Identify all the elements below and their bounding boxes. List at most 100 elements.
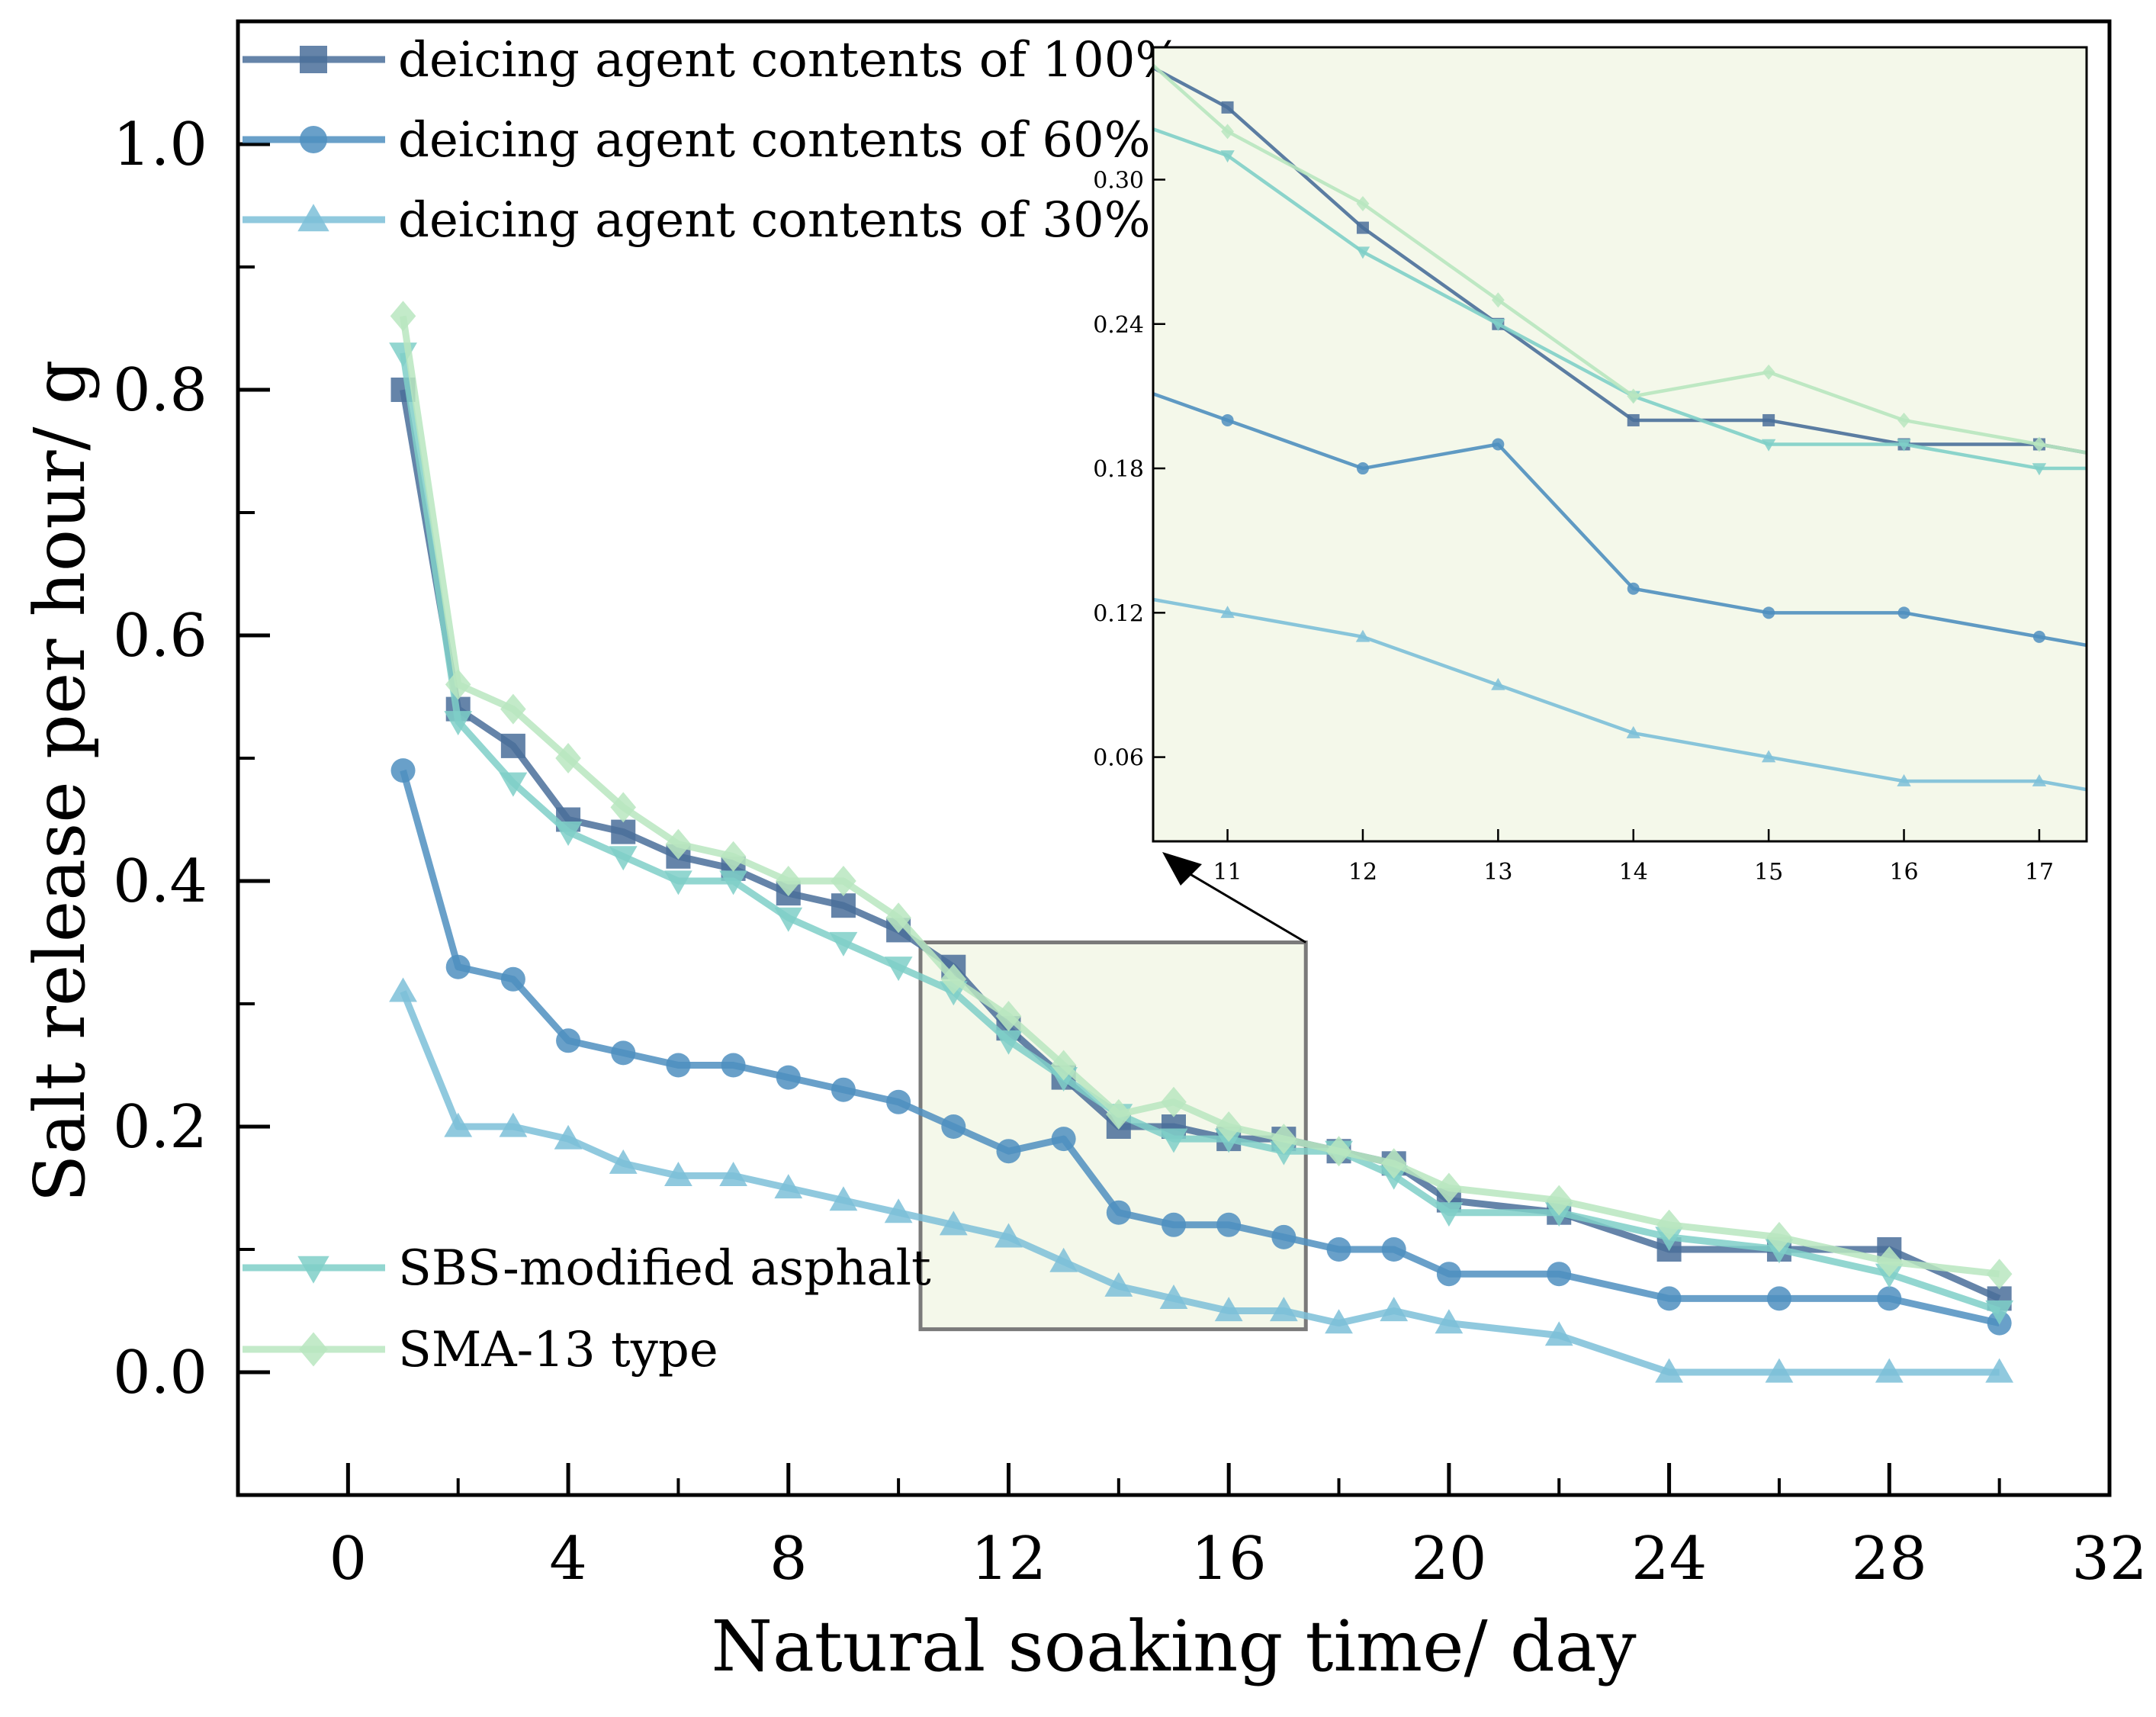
- x-axis-title: Natural soaking time/ day: [711, 1606, 1636, 1687]
- data-point: [940, 963, 967, 995]
- data-point: [996, 1139, 1021, 1164]
- legend-marker: [299, 1332, 328, 1367]
- data-point: [1161, 1086, 1187, 1117]
- data-point: [666, 1053, 691, 1078]
- y-tick-label: 0.4: [113, 847, 207, 916]
- data-point: [1049, 1247, 1078, 1272]
- data-point: [1159, 1128, 1188, 1153]
- data-point: [829, 1186, 858, 1211]
- data-point: [554, 822, 583, 846]
- data-point: [664, 1162, 692, 1186]
- data-point: [1106, 1098, 1132, 1130]
- data-point: [939, 1211, 968, 1236]
- data-point: [664, 870, 692, 895]
- inset-x-tick-label: 17: [2025, 859, 2054, 886]
- data-point: [611, 819, 636, 844]
- inset-series-layer: [1153, 63, 2087, 792]
- inset-data-point: [1356, 221, 1369, 234]
- axis-titles: Natural soaking time/ day Salt release p…: [19, 359, 1637, 1687]
- y-tick-label: 1.0: [113, 111, 207, 179]
- data-point: [831, 1077, 856, 1102]
- y-tick-label: 0.0: [113, 1339, 207, 1407]
- inset-data-point: [1762, 364, 1775, 380]
- legend-marker: [297, 204, 329, 232]
- data-point: [390, 301, 416, 332]
- data-point: [499, 772, 528, 797]
- inset-data-point: [1491, 292, 1505, 308]
- data-point: [1435, 1202, 1464, 1227]
- data-point: [609, 846, 638, 871]
- inset-data-point: [1897, 439, 1911, 452]
- data-point: [1546, 1185, 1573, 1216]
- data-point: [719, 870, 747, 895]
- inset-data-point: [1627, 388, 1640, 404]
- y-tick-label: 0.2: [113, 1093, 207, 1162]
- legend-marker: [297, 1256, 329, 1284]
- x-tick-label: 24: [1631, 1525, 1707, 1593]
- inset-data-point: [2032, 436, 2046, 452]
- data-point: [1765, 1358, 1794, 1383]
- x-tick-label: 0: [329, 1525, 368, 1593]
- legend-label: deicing agent contents of 30%: [398, 192, 1151, 249]
- inset-data-point: [1761, 750, 1776, 763]
- data-point: [555, 743, 581, 773]
- y-tick-label: 0.6: [113, 602, 207, 670]
- data-point: [994, 1223, 1023, 1248]
- data-point: [721, 1053, 746, 1078]
- series-sma-13-type: [390, 301, 2013, 1290]
- data-point: [1985, 1300, 2014, 1325]
- inset-y-tick-label: 0.30: [1093, 168, 1144, 195]
- inset-data-point: [1491, 318, 1505, 331]
- inset-data-point: [1627, 413, 1640, 426]
- inset-y-tick-label: 0.24: [1093, 312, 1144, 339]
- data-point: [941, 1114, 966, 1139]
- x-tick-label: 12: [971, 1525, 1046, 1593]
- data-point: [444, 711, 473, 736]
- data-point: [556, 1028, 581, 1053]
- data-point: [1435, 1309, 1464, 1334]
- inset-data-point: [1356, 196, 1370, 212]
- legend-label: SMA-13 type: [398, 1322, 718, 1378]
- series-deicing-agent-contents-of-60: [390, 758, 2012, 1336]
- legend-label: SBS-modified asphalt: [398, 1240, 931, 1297]
- data-point: [1875, 1358, 1904, 1383]
- legend-bottom: SBS-modified asphalt SMA-13 type: [243, 1240, 931, 1378]
- x-tick-label: 8: [770, 1525, 808, 1593]
- inset-x-tick-label: 11: [1213, 859, 1242, 886]
- data-point: [1547, 1262, 1572, 1287]
- inset-data-point: [1762, 606, 1775, 619]
- inset-data-point: [1356, 462, 1369, 475]
- data-point: [884, 957, 913, 982]
- data-point: [390, 758, 416, 783]
- legend-label: deicing agent contents of 100%: [398, 32, 1181, 88]
- data-point: [886, 1089, 911, 1114]
- data-point: [1162, 1212, 1186, 1237]
- data-point: [994, 1030, 1023, 1055]
- inset-data-point: [1897, 606, 1910, 619]
- data-point: [1655, 1358, 1683, 1383]
- inset-frame: [1152, 46, 2088, 843]
- data-point: [831, 866, 856, 896]
- inset-data-point: [1221, 413, 1234, 426]
- inset-data-point: [1221, 101, 1234, 114]
- data-point: [1214, 1297, 1243, 1322]
- data-point: [445, 669, 471, 700]
- data-point: [995, 1001, 1022, 1032]
- legend-entry-deicing-agent-contents-of-60: deicing agent contents of 60%: [243, 112, 1151, 169]
- data-point: [665, 828, 692, 860]
- data-point: [1216, 1111, 1242, 1142]
- inset-series-sma-13-type: [1153, 63, 2087, 455]
- x-tick-label: 16: [1191, 1525, 1267, 1593]
- data-point: [1216, 1212, 1242, 1237]
- data-point: [774, 907, 803, 932]
- data-point: [445, 954, 471, 979]
- data-point: [1877, 1286, 1902, 1311]
- x-tick-label: 32: [2071, 1525, 2147, 1593]
- data-point: [1159, 1285, 1188, 1309]
- data-point: [1106, 1200, 1131, 1225]
- legend-marker: [300, 126, 327, 153]
- inset-data-point: [1627, 582, 1640, 595]
- inset-data-point: [1220, 150, 1235, 163]
